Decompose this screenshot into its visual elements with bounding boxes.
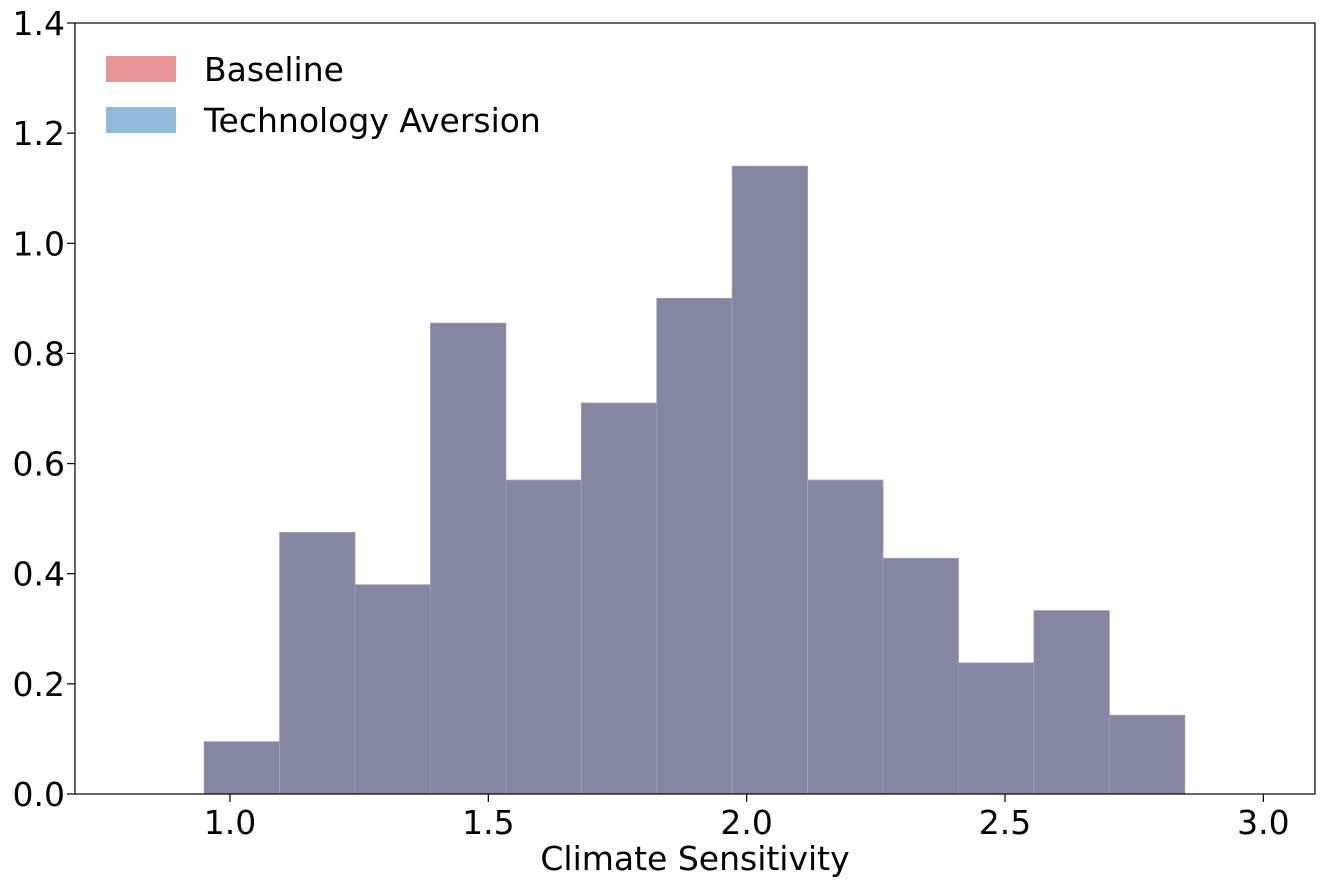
x-tick-label: 2.5 — [979, 803, 1031, 842]
legend-label-baseline: Baseline — [204, 50, 344, 89]
x-tick-label: 2.0 — [720, 803, 772, 842]
x-axis-label: Climate Sensitivity — [540, 839, 849, 878]
histogram-bar — [354, 584, 431, 795]
x-axis: 1.0 1.5 2.0 2.5 3.0 — [204, 794, 1290, 842]
legend-swatch-baseline — [106, 56, 176, 82]
histogram-bar — [882, 557, 959, 795]
histogram-bar — [731, 165, 809, 795]
histogram-bar — [430, 322, 507, 795]
y-tick-label: 0.2 — [13, 665, 65, 704]
y-tick-label: 0.0 — [13, 775, 65, 814]
y-tick-label: 1.4 — [13, 4, 65, 43]
histogram-bar — [279, 532, 356, 795]
y-tick-label: 0.8 — [13, 334, 65, 373]
legend: Baseline Technology Aversion — [106, 50, 541, 140]
legend-swatch-technology-aversion — [106, 107, 176, 133]
y-tick-label: 1.2 — [13, 114, 65, 153]
x-tick-label: 1.0 — [204, 803, 256, 842]
x-tick-label: 1.5 — [462, 803, 514, 842]
histogram-bar — [203, 741, 281, 795]
histogram-bar — [580, 402, 658, 795]
histogram-bar — [505, 479, 582, 795]
histogram-bar — [807, 479, 884, 795]
plot-frame — [74, 22, 1316, 795]
histogram-bar — [958, 662, 1035, 795]
histogram-bar — [656, 297, 733, 795]
histogram-bar — [1108, 714, 1186, 795]
histogram-bars — [203, 165, 1186, 795]
y-tick-label: 0.4 — [13, 555, 65, 594]
y-tick-label: 0.6 — [13, 445, 65, 484]
x-tick-label: 3.0 — [1237, 803, 1289, 842]
legend-label-technology-aversion: Technology Aversion — [203, 101, 541, 140]
y-tick-label: 1.0 — [13, 224, 65, 263]
y-axis: 0.0 0.2 0.4 0.6 0.8 1.0 1.2 1.4 — [13, 4, 75, 814]
histogram-bar — [1033, 610, 1110, 795]
